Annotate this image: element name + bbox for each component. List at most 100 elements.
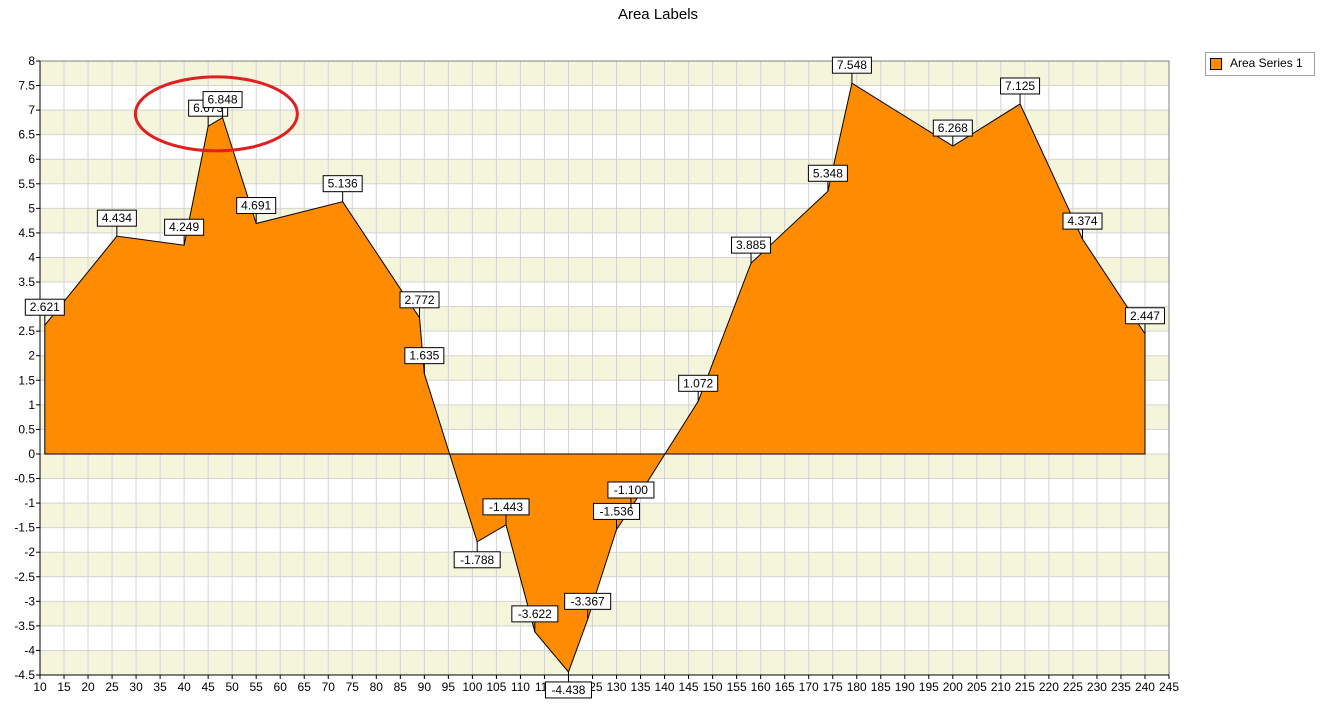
- y-tick-label: 6.5: [18, 128, 35, 142]
- x-tick-label: 175: [823, 680, 843, 694]
- legend: Area Series 1: [1205, 52, 1315, 76]
- x-tick-label: 30: [129, 680, 143, 694]
- data-label-text: 2.772: [405, 293, 435, 307]
- x-tick-label: 55: [250, 680, 264, 694]
- data-label-box: [482, 498, 530, 516]
- data-label-box: [1000, 77, 1041, 95]
- x-tick-label: 165: [775, 680, 795, 694]
- data-label: -1.100: [607, 481, 655, 508]
- y-tick-label: 4.5: [18, 226, 35, 240]
- x-tick-label: 35: [153, 680, 167, 694]
- x-tick-label: 240: [1135, 680, 1155, 694]
- data-label-text: 1.635: [409, 349, 439, 363]
- x-tick-label: 20: [81, 680, 95, 694]
- data-label: 4.249: [164, 218, 205, 246]
- y-tick-label: -1: [24, 496, 35, 510]
- y-tick-label: 5: [28, 201, 35, 215]
- data-label: 1.635: [404, 347, 445, 374]
- x-axis-ticks: 10 15 20 25 30 35 40 45 50 55 60 65 70 75 80 85 90 95 100 1…: [33, 675, 1179, 694]
- data-label: -3.622: [511, 605, 559, 632]
- data-label: -3.367: [564, 592, 612, 620]
- x-tick-label: 230: [1087, 680, 1107, 694]
- data-label: -1.536: [593, 502, 641, 530]
- x-tick-label: 205: [967, 680, 987, 694]
- data-label-text: -1.788: [460, 553, 494, 567]
- data-label-box: [564, 592, 612, 610]
- y-tick-label: 0.5: [18, 422, 35, 436]
- x-tick-label: 25: [105, 680, 119, 694]
- x-tick-label: 110: [511, 680, 530, 694]
- y-tick-label: 0: [28, 447, 35, 461]
- data-label-text: -1.536: [599, 504, 633, 518]
- x-tick-label: 210: [991, 680, 1011, 694]
- data-label-text: 4.434: [102, 211, 132, 225]
- x-tick-label: 185: [871, 680, 891, 694]
- y-tick-label: 8: [28, 54, 35, 68]
- data-labels: 2.6214.4344.2496.6736.8484.6915.1362.772…: [24, 56, 1165, 699]
- data-label-box: [807, 164, 848, 182]
- x-tick-label: 155: [727, 680, 747, 694]
- x-tick-label: 80: [370, 680, 384, 694]
- x-tick-label: 140: [655, 680, 675, 694]
- data-label-box: [453, 551, 501, 569]
- data-label: 2.772: [399, 291, 440, 318]
- x-tick-label: 95: [442, 680, 456, 694]
- data-label-box: [399, 291, 440, 309]
- x-tick-label: 15: [57, 680, 71, 694]
- data-label: 6.268: [932, 119, 973, 147]
- plot-band: [40, 61, 1169, 86]
- data-label: 4.691: [236, 197, 277, 224]
- data-label-text: 6.268: [938, 121, 968, 135]
- data-label-box: [511, 605, 559, 623]
- data-label: 6.848: [202, 91, 243, 118]
- data-label-text: 7.125: [1005, 79, 1035, 93]
- x-tick-label: 70: [322, 680, 336, 694]
- x-tick-label: 45: [201, 680, 215, 694]
- x-tick-label: 160: [751, 680, 771, 694]
- data-label: -4.438: [544, 671, 592, 699]
- x-tick-label: 215: [1015, 680, 1035, 694]
- y-tick-label: -1.5: [14, 521, 35, 535]
- x-tick-label: 40: [177, 680, 191, 694]
- y-tick-label: 6: [28, 152, 35, 166]
- y-tick-label: -0.5: [14, 472, 35, 486]
- data-label-text: 4.374: [1068, 214, 1098, 228]
- data-label-box: [731, 236, 772, 254]
- data-label-box: [544, 681, 592, 699]
- x-tick-label: 150: [703, 680, 723, 694]
- x-tick-label: 50: [225, 680, 239, 694]
- x-tick-label: 105: [486, 680, 506, 694]
- x-tick-label: 195: [919, 680, 939, 694]
- data-label-text: 5.136: [328, 177, 358, 191]
- y-tick-label: -2: [24, 545, 35, 559]
- data-label: 4.374: [1062, 212, 1103, 240]
- x-tick-label: 235: [1111, 680, 1131, 694]
- data-label-text: 6.848: [208, 93, 238, 107]
- data-label-text: 7.548: [837, 58, 867, 72]
- data-label-text: 2.621: [30, 300, 60, 314]
- x-tick-label: 220: [1039, 680, 1059, 694]
- data-label-text: 3.885: [736, 238, 766, 252]
- y-tick-label: 4: [28, 250, 35, 264]
- y-tick-label: 2.5: [18, 324, 35, 338]
- data-label-text: 2.447: [1130, 309, 1160, 323]
- data-label-text: -1.100: [614, 483, 648, 497]
- data-label-text: 5.348: [813, 166, 843, 180]
- y-tick-label: 2: [28, 349, 35, 363]
- data-label-text: 1.072: [683, 376, 713, 390]
- data-label-box: [202, 91, 243, 109]
- x-tick-label: 10: [33, 680, 47, 694]
- x-tick-label: 170: [799, 680, 819, 694]
- data-label-text: 4.691: [241, 199, 271, 213]
- y-tick-label: 5.5: [18, 177, 35, 191]
- data-label: -1.788: [453, 541, 501, 569]
- chart-title: Area Labels: [617, 6, 699, 23]
- data-label: 7.125: [1000, 77, 1041, 104]
- x-tick-label: 180: [847, 680, 867, 694]
- y-tick-label: 1.5: [18, 373, 35, 387]
- data-label-text: -3.367: [571, 594, 605, 608]
- data-label-box: [1124, 307, 1165, 325]
- x-tick-label: 245: [1159, 680, 1179, 694]
- data-label-text: -1.443: [489, 500, 523, 514]
